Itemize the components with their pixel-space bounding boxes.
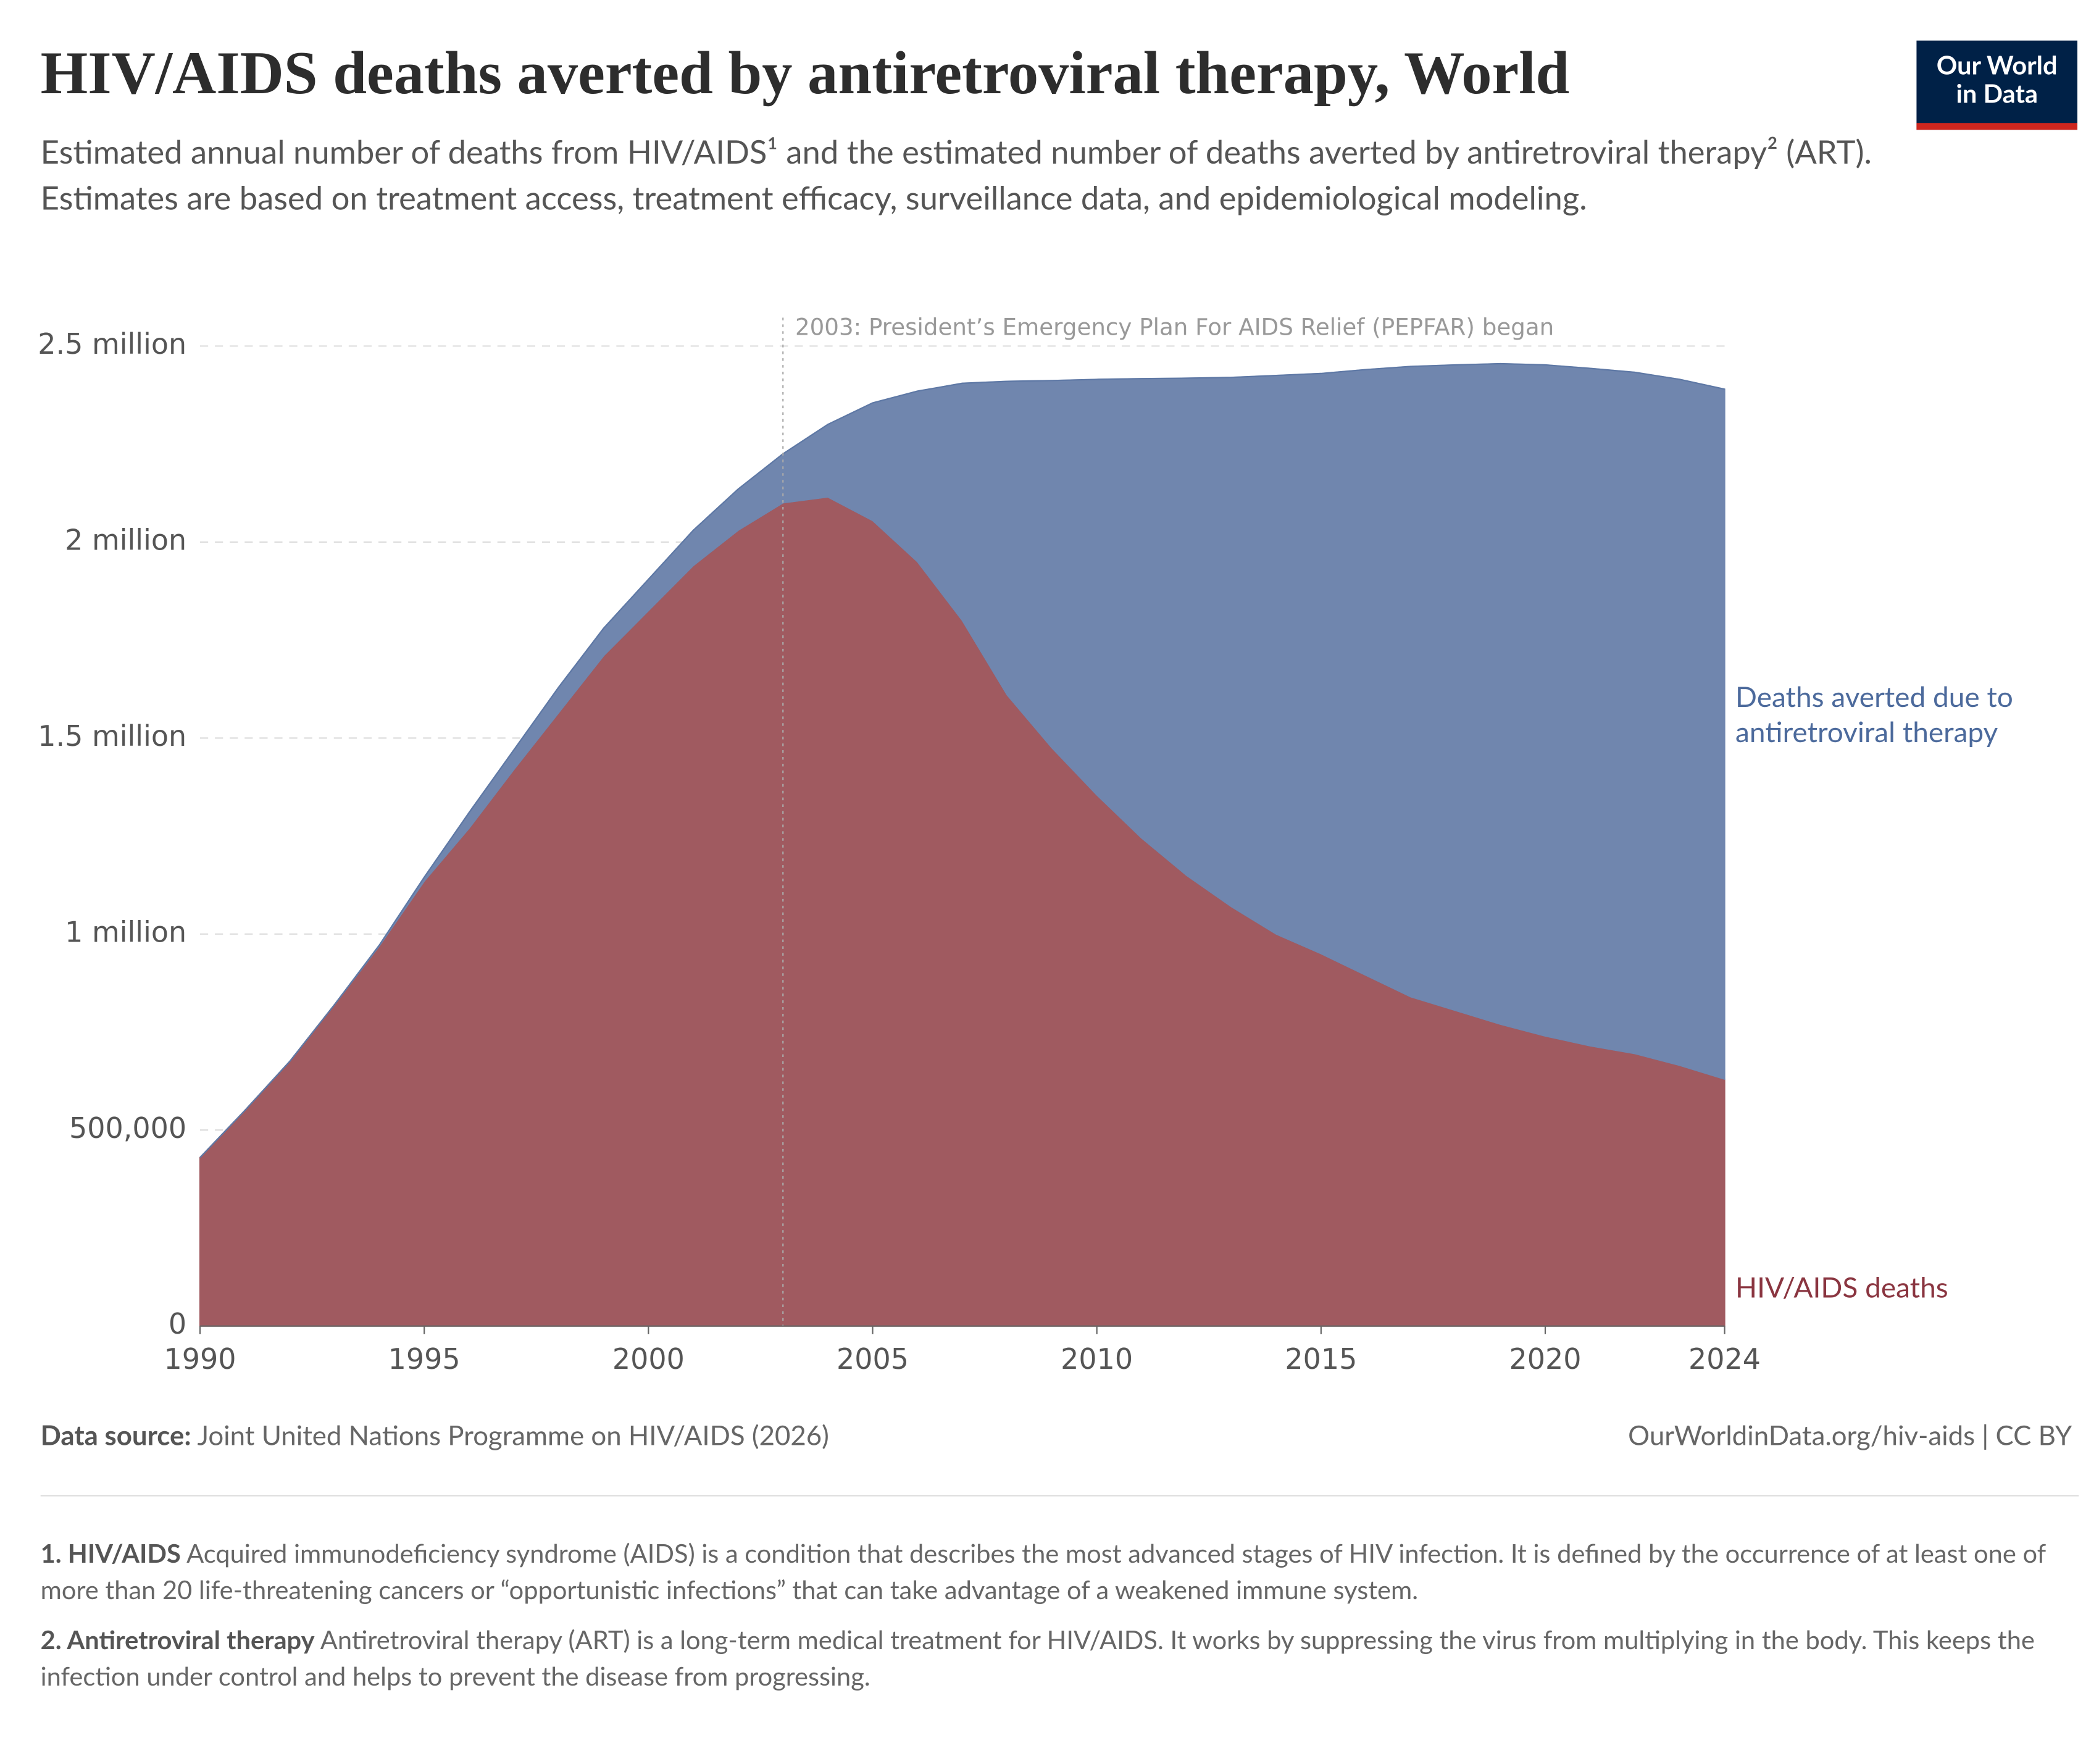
- y-tick-label: 2 million: [65, 523, 186, 556]
- subtitle: Estimated annual number of deaths from H…: [40, 132, 1872, 218]
- y-tick-label: 1.5 million: [38, 719, 186, 753]
- logo-line: in Data: [1956, 78, 2038, 110]
- series-label: Deaths averted due to antiretroviral the…: [1735, 680, 2013, 750]
- source-label: Data source:: [40, 1419, 191, 1452]
- note-term: 1. HIV/AIDS: [40, 1538, 181, 1570]
- y-tick-label: 2.5 million: [38, 327, 186, 361]
- notes: 1. HIV/AIDS Acquired immunodeficiency sy…: [41, 1536, 2068, 1708]
- x-tick-label: 1995: [388, 1342, 461, 1376]
- note-text: Antiretroviral therapy (ART) is a long-t…: [40, 1624, 2035, 1693]
- area-edge: [199, 362, 1725, 1158]
- url[interactable]: OurWorldinData.org/hiv-aids | CC BY: [1628, 1419, 2072, 1452]
- separator: [40, 1495, 2079, 1497]
- logo[interactable]: Our World in Data: [1916, 40, 2077, 130]
- note: 2. Antiretroviral therapy Antiretroviral…: [41, 1622, 2068, 1695]
- series-label: HIV/AIDS deaths: [1735, 1270, 1948, 1304]
- y-tick-label: 1 million: [65, 915, 186, 948]
- logo-line: Our World: [1936, 50, 2058, 82]
- x-tick-label: 2010: [1061, 1342, 1133, 1376]
- x-tick-label: 2000: [612, 1342, 685, 1376]
- y-tick-label: 500,000: [69, 1111, 186, 1145]
- y-tick-label: 0: [169, 1307, 186, 1340]
- note-term: 2. Antiretroviral therapy: [40, 1624, 315, 1656]
- x-tick-label: 2024: [1688, 1342, 1761, 1376]
- source: Data source: Joint United Nations Progra…: [41, 1419, 829, 1452]
- annotation: 2003: President’s Emergency Plan For AID…: [795, 313, 1554, 340]
- chart: 0 500,000 1 million 1.5 million 2 million 2.5…: [38, 313, 1761, 1376]
- x-tick-label: 2020: [1509, 1342, 1582, 1376]
- x-tick-label: 1990: [164, 1342, 236, 1376]
- source-text: Joint United Nations Programme on HIV/AI…: [197, 1419, 829, 1452]
- x-tick-label: 2005: [837, 1342, 909, 1376]
- chart-title: HIV/AIDS deaths averted by antiretrovira…: [40, 39, 1570, 107]
- x-tick-label: 2015: [1285, 1342, 1357, 1376]
- note: 1. HIV/AIDS Acquired immunodeficiency sy…: [41, 1536, 2068, 1608]
- note-text: Acquired immunodeficiency syndrome (AIDS…: [40, 1538, 2046, 1606]
